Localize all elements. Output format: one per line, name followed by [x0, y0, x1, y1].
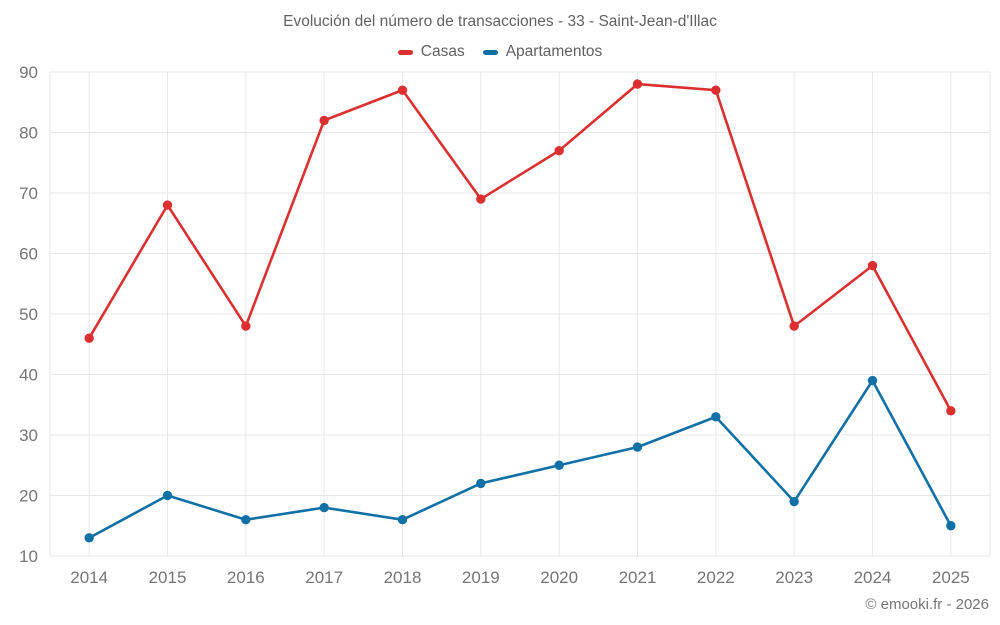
- data-point-apartamentos-2019[interactable]: [476, 478, 486, 489]
- x-axis-tick-2017: 2017: [305, 568, 343, 587]
- data-point-apartamentos-2020[interactable]: [554, 460, 564, 470]
- y-axis-tick-50: 50: [19, 305, 38, 324]
- data-point-apartamentos-2021[interactable]: [632, 442, 643, 452]
- y-axis-tick-30: 30: [19, 426, 38, 445]
- data-point-casas-2020[interactable]: [554, 145, 564, 156]
- data-point-casas-2019[interactable]: [476, 194, 486, 204]
- data-point-apartamentos-2025[interactable]: [946, 521, 956, 531]
- y-axis-tick-10: 10: [19, 547, 38, 566]
- x-axis-tick-2022: 2022: [697, 568, 735, 587]
- series-line-apartamentos: [87, 379, 953, 540]
- data-point-apartamentos-2017[interactable]: [319, 502, 329, 513]
- y-axis-tick-40: 40: [19, 366, 38, 385]
- copyright: © emooki.fr - 2026: [865, 596, 989, 613]
- data-point-casas-2021[interactable]: [632, 79, 643, 89]
- data-point-casas-2024[interactable]: [867, 260, 878, 271]
- legend: Casas Apartamentos: [0, 42, 1000, 62]
- data-point-casas-2025[interactable]: [946, 406, 956, 416]
- x-axis-tick-2025: 2025: [932, 568, 970, 587]
- x-axis-tick-2019: 2019: [462, 568, 500, 587]
- legend-swatch-apartamentos: [482, 49, 498, 55]
- data-point-apartamentos-2015[interactable]: [162, 490, 173, 501]
- data-point-apartamentos-2014[interactable]: [84, 533, 94, 543]
- y-axis-tick-60: 60: [19, 245, 38, 264]
- data-point-apartamentos-2022[interactable]: [711, 412, 721, 422]
- data-point-apartamentos-2018[interactable]: [397, 515, 408, 525]
- data-point-casas-2016[interactable]: [241, 321, 251, 331]
- y-axis-tick-70: 70: [19, 184, 38, 203]
- data-point-casas-2023[interactable]: [789, 321, 799, 331]
- x-axis-tick-2016: 2016: [227, 568, 265, 587]
- x-axis-tick-2018: 2018: [384, 568, 422, 587]
- x-axis-tick-2015: 2015: [149, 568, 187, 587]
- x-axis-tick-2024: 2024: [854, 568, 892, 587]
- y-axis-tick-80: 80: [19, 124, 38, 143]
- x-axis-tick-2020: 2020: [540, 568, 578, 587]
- legend-label-casas: Casas: [420, 43, 465, 60]
- x-axis-tick-2014: 2014: [70, 568, 108, 587]
- data-point-casas-2014[interactable]: [84, 333, 94, 343]
- chart-title: Evolución del número de transacciones - …: [283, 13, 717, 30]
- y-axis-tick-90: 90: [19, 63, 38, 82]
- data-point-apartamentos-2016[interactable]: [241, 515, 251, 525]
- y-axis-tick-20: 20: [19, 487, 38, 506]
- legend-label-apartamentos: Apartamentos: [505, 43, 603, 60]
- series-line-casas: [87, 82, 953, 413]
- x-axis-tick-2023: 2023: [775, 568, 813, 587]
- legend-item-apartamentos[interactable]: Apartamentos: [482, 43, 603, 61]
- legend-swatch-casas: [397, 49, 413, 55]
- data-point-apartamentos-2023[interactable]: [789, 496, 799, 507]
- data-point-apartamentos-2024[interactable]: [867, 375, 878, 386]
- data-point-casas-2018[interactable]: [397, 85, 408, 95]
- data-point-casas-2015[interactable]: [162, 200, 173, 210]
- data-point-casas-2022[interactable]: [711, 85, 721, 95]
- x-axis-tick-2021: 2021: [619, 568, 657, 587]
- data-point-casas-2017[interactable]: [319, 115, 329, 126]
- legend-item-casas[interactable]: Casas: [397, 43, 465, 61]
